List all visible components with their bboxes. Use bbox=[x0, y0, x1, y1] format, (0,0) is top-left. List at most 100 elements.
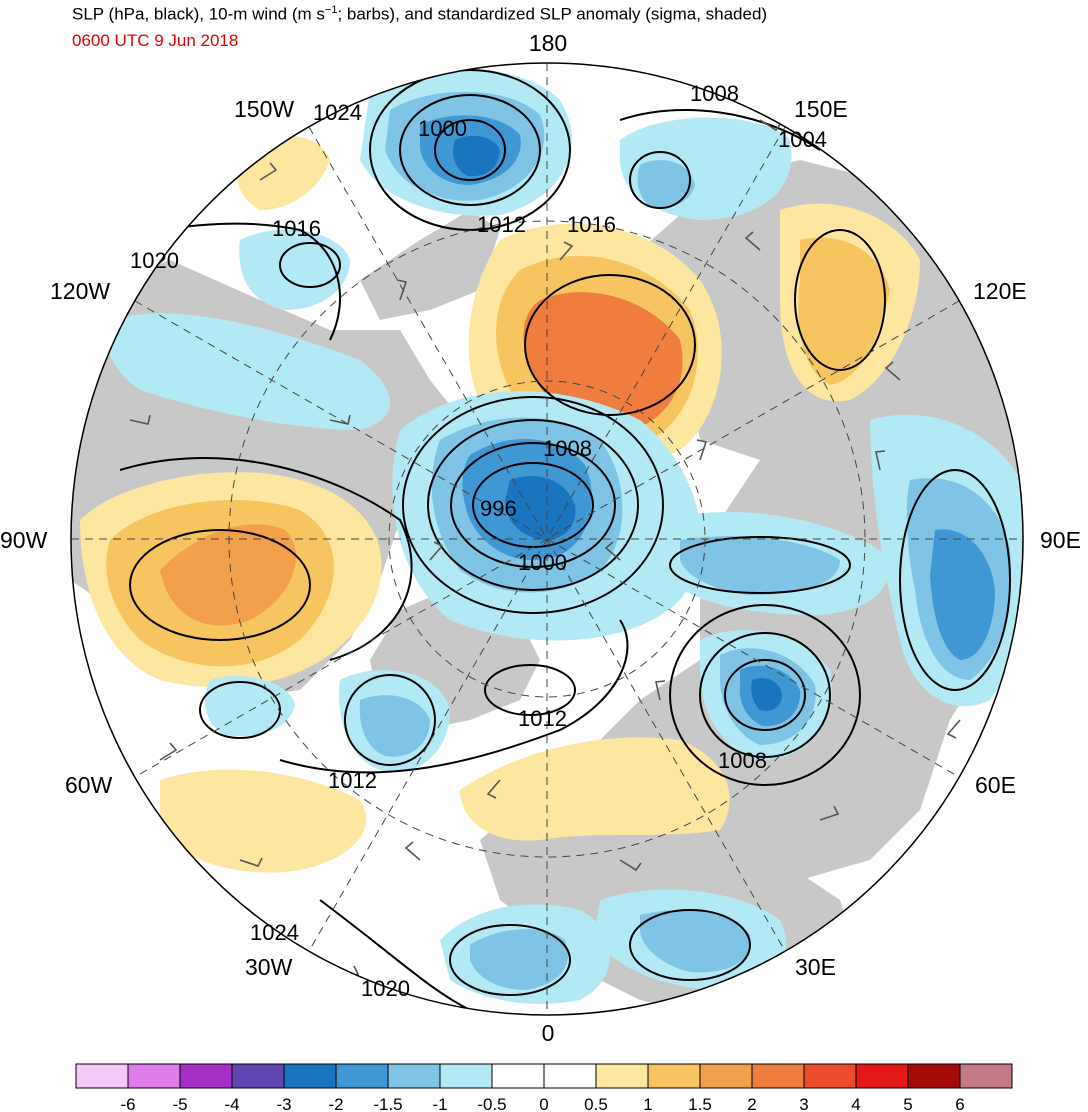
anomaly-neg-bering-1 bbox=[637, 160, 695, 208]
longitude-label-30w: 30W bbox=[245, 954, 293, 980]
wind-barb bbox=[259, 162, 278, 181]
colorbar-swatch bbox=[127, 1063, 181, 1089]
colorbar-swatch bbox=[335, 1063, 389, 1089]
anomaly-neg-kara-3 bbox=[751, 678, 782, 711]
colorbar-tick-label: 1 bbox=[643, 1095, 652, 1112]
isobar-label: 1020 bbox=[361, 976, 410, 1001]
land-alaska-siberia bbox=[360, 210, 500, 320]
anomaly-neg-canada bbox=[106, 313, 390, 430]
anomaly-pos-atlantic bbox=[160, 769, 367, 873]
isobar-label: 1004 bbox=[778, 127, 827, 152]
isobar-label: 1016 bbox=[272, 216, 321, 241]
isobar bbox=[427, 419, 639, 591]
anomaly-neg-europe-1 bbox=[470, 929, 569, 990]
isobar-label: 1016 bbox=[567, 212, 616, 237]
wind-barb bbox=[604, 541, 621, 561]
colorbar-swatch bbox=[595, 1063, 649, 1089]
isobar bbox=[129, 529, 311, 641]
isobar bbox=[619, 109, 821, 151]
colorbar-swatch bbox=[959, 1063, 1013, 1089]
isobar-labels: 1024 1000 1008 1004 1016 1012 1016 1020 … bbox=[130, 81, 827, 1001]
valid-time-label: 0600 UTC 9 Jun 2018 bbox=[72, 31, 239, 50]
meridian bbox=[308, 126, 786, 952]
anomaly-neg-alaska bbox=[239, 229, 350, 310]
isobar-label: 1000 bbox=[418, 116, 467, 141]
colorbar-tick-label: 3 bbox=[799, 1095, 808, 1112]
longitude-label-150e: 150E bbox=[794, 96, 848, 122]
longitude-label-0: 0 bbox=[542, 1020, 555, 1046]
wind-barb bbox=[819, 805, 840, 821]
anomaly-neg-europe-east-1 bbox=[640, 910, 751, 973]
isobar-label: 1000 bbox=[518, 550, 567, 575]
colorbar-swatch bbox=[855, 1063, 909, 1089]
colorbar-swatch bbox=[439, 1063, 493, 1089]
longitude-label-90e: 90E bbox=[1040, 527, 1081, 553]
colorbar-swatch bbox=[803, 1063, 857, 1089]
graticule bbox=[71, 63, 1023, 1015]
isobar bbox=[629, 151, 691, 209]
wind-barb bbox=[619, 859, 642, 872]
colorbar-tick-label: 0.5 bbox=[584, 1095, 608, 1112]
isobar bbox=[669, 604, 861, 786]
figure-title: SLP (hPa, black), 10-m wind (m s−1; barb… bbox=[72, 4, 768, 24]
anomaly-neg-pole-3 bbox=[505, 476, 576, 540]
isobar-label: 1024 bbox=[313, 100, 362, 125]
wind-barbs bbox=[129, 119, 961, 981]
meridian bbox=[308, 126, 786, 952]
wind-barb bbox=[404, 841, 421, 861]
colorbar-swatch bbox=[751, 1063, 805, 1089]
longitude-label-60w: 60W bbox=[65, 772, 113, 798]
meridian bbox=[134, 300, 960, 778]
colorbar-swatch bbox=[699, 1063, 753, 1089]
colorbar-tick-label: -6 bbox=[120, 1095, 135, 1112]
colorbar-swatch bbox=[283, 1063, 337, 1089]
colorbar-swatch bbox=[491, 1063, 545, 1089]
colorbar-tick-label: -2 bbox=[328, 1095, 343, 1112]
colorbar-tick-label: 0 bbox=[539, 1095, 548, 1112]
map-disc bbox=[71, 63, 1023, 1015]
anomaly-neg-labrador bbox=[205, 676, 295, 737]
colorbar-tick-label: 6 bbox=[955, 1095, 964, 1112]
isobar bbox=[484, 664, 576, 716]
colorbar-tick-label: -1 bbox=[432, 1095, 447, 1112]
isobar bbox=[319, 899, 471, 1011]
wind-barb bbox=[396, 279, 408, 301]
anomaly-pos-america-2 bbox=[160, 524, 297, 626]
longitude-label-60e: 60E bbox=[975, 772, 1016, 798]
colorbar-tick-label: -0.5 bbox=[477, 1095, 506, 1112]
isobar bbox=[399, 94, 541, 206]
anomaly-pos-europe bbox=[460, 737, 730, 841]
isobar bbox=[724, 659, 806, 731]
longitude-label-30e: 30E bbox=[795, 954, 836, 980]
wind-barb bbox=[329, 414, 351, 425]
isobar-label: 1024 bbox=[250, 920, 299, 945]
colorbar-tick-label: 5 bbox=[903, 1095, 912, 1112]
wind-barb bbox=[129, 414, 151, 425]
isobar bbox=[119, 457, 413, 661]
anomaly-neg-atlantic-1 bbox=[359, 695, 430, 757]
colorbar-tick-label: 1.5 bbox=[688, 1095, 712, 1112]
wind-barb bbox=[946, 719, 961, 739]
wind-barb bbox=[429, 541, 444, 561]
isobar bbox=[279, 242, 341, 288]
wind-barb bbox=[875, 450, 886, 471]
map-border bbox=[70, 62, 1024, 1016]
colorbar-swatch bbox=[543, 1063, 597, 1089]
longitude-label-150w: 150W bbox=[234, 96, 294, 122]
wind-barb bbox=[744, 231, 761, 251]
isobar bbox=[699, 632, 831, 758]
isobar-label: 1012 bbox=[518, 706, 567, 731]
longitude-label-120w: 120W bbox=[50, 278, 110, 304]
isobar bbox=[899, 469, 1011, 691]
wind-barb bbox=[159, 742, 178, 761]
colorbar-tick-label: 2 bbox=[747, 1095, 756, 1112]
colorbar-tick-label: -1.5 bbox=[373, 1095, 402, 1112]
longitude-label-120e: 120E bbox=[973, 278, 1027, 304]
colorbar-tick-label: -4 bbox=[224, 1095, 239, 1112]
colorbar-swatch bbox=[231, 1063, 285, 1089]
wind-barb bbox=[655, 680, 666, 701]
wind-barb bbox=[486, 779, 501, 799]
anomaly-pos-siberia-1 bbox=[798, 237, 890, 385]
isobar bbox=[279, 619, 629, 774]
